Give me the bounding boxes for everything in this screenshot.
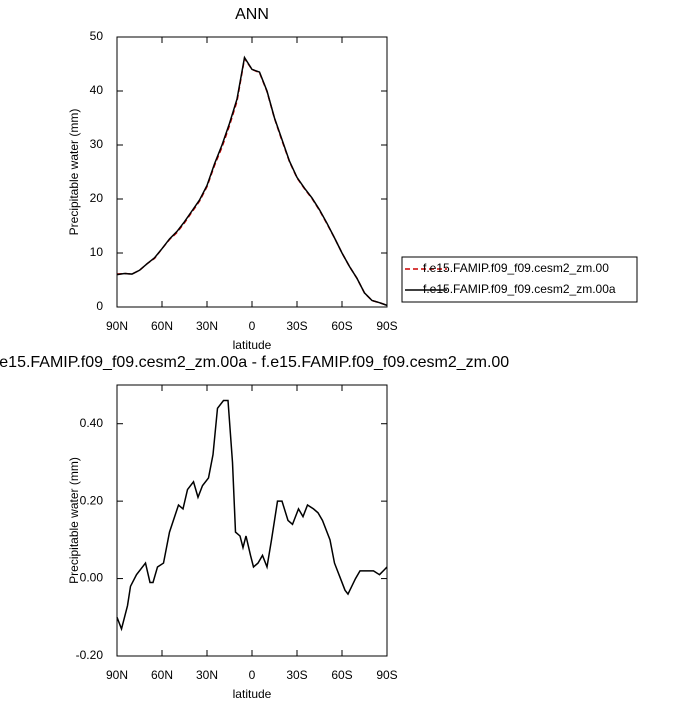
x-tick-label: 30S xyxy=(286,668,307,682)
chart-title: ANN xyxy=(235,6,269,23)
plot-frame xyxy=(116,384,388,657)
y-axis-label: Precipitable water (mm) xyxy=(67,457,81,584)
y-tick-label: -0.20 xyxy=(76,648,104,662)
x-tick-label: 90S xyxy=(376,668,397,682)
y-tick-label: 30 xyxy=(90,137,104,151)
x-tick-label: 60N xyxy=(151,668,173,682)
x-tick-label: 60N xyxy=(151,319,173,333)
x-tick-label: 90N xyxy=(106,668,128,682)
x-tick-label: 30N xyxy=(196,668,218,682)
x-tick-label: 30N xyxy=(196,319,218,333)
x-tick-label: 90N xyxy=(106,319,128,333)
x-tick-label: 0 xyxy=(249,668,256,682)
y-axis-label: Precipitable water (mm) xyxy=(67,109,81,236)
y-tick-label: 0.20 xyxy=(80,493,104,507)
x-axis-label: latitude xyxy=(233,687,272,701)
plot-frame xyxy=(116,36,388,308)
data-line xyxy=(116,399,388,632)
legend-box xyxy=(401,256,638,303)
data-line xyxy=(116,55,388,307)
y-tick-label: 0.00 xyxy=(80,571,104,585)
x-tick-label: 30S xyxy=(286,319,307,333)
x-tick-label: 60S xyxy=(331,668,352,682)
x-tick-label: 90S xyxy=(376,319,397,333)
legend-label: f.e15.FAMIP.f09_f09.cesm2_zm.00 xyxy=(423,261,609,275)
y-tick-label: 0.40 xyxy=(80,416,104,430)
chart-title: .e15.FAMIP.f09_f09.cesm2_zm.00a - f.e15.… xyxy=(0,354,509,371)
y-tick-label: 50 xyxy=(90,29,104,43)
y-tick-label: 10 xyxy=(90,245,104,259)
x-tick-label: 0 xyxy=(249,319,256,333)
y-tick-label: 40 xyxy=(90,83,104,97)
x-axis-label: latitude xyxy=(233,338,272,352)
y-tick-label: 20 xyxy=(90,191,104,205)
y-tick-label: 0 xyxy=(96,299,103,313)
x-tick-label: 60S xyxy=(331,319,352,333)
legend-label: f.e15.FAMIP.f09_f09.cesm2_zm.00a xyxy=(423,282,616,296)
